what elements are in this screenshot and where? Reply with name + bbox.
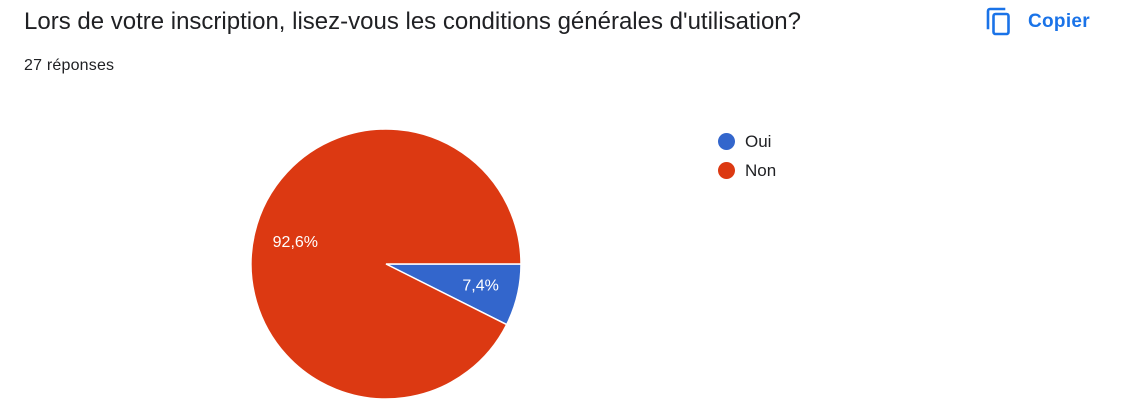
- legend-label-oui: Oui: [745, 131, 772, 151]
- slice-label-non: 92,6%: [273, 234, 318, 251]
- legend-label-non: Non: [745, 160, 777, 180]
- copy-icon: [984, 7, 1014, 37]
- slice-label-oui: 7,4%: [462, 278, 498, 295]
- pie-slice-non[interactable]: [250, 128, 522, 400]
- legend-swatch-oui: [718, 133, 735, 150]
- copy-button-label: Copier: [1028, 11, 1090, 32]
- question-title: Lors de votre inscription, lisez-vous le…: [24, 8, 801, 35]
- response-count: 27 réponses: [24, 57, 115, 74]
- legend-item-non[interactable]: Non: [718, 156, 776, 185]
- legend-swatch-non: [718, 162, 735, 179]
- legend-item-oui[interactable]: Oui: [718, 127, 776, 156]
- chart-legend: Oui Non: [718, 127, 776, 185]
- copy-button[interactable]: Copier: [984, 6, 1090, 38]
